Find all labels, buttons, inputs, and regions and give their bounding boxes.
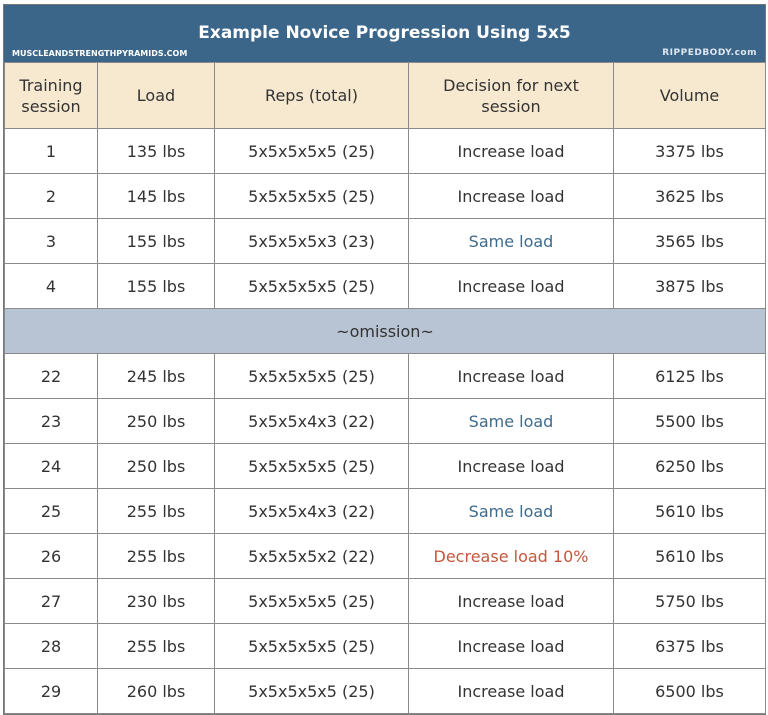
volume-cell: 6500 lbs <box>613 668 766 714</box>
decision-cell: Increase load <box>408 128 614 174</box>
load-cell: 155 lbs <box>97 218 215 264</box>
load-cell: 145 lbs <box>97 173 215 219</box>
column-header: Training session <box>4 62 98 129</box>
volume-cell: 6125 lbs <box>613 353 766 399</box>
volume-cell: 6375 lbs <box>613 623 766 669</box>
omission-row: ~omission~ <box>4 308 766 354</box>
decision-cell: Increase load <box>408 578 614 624</box>
session-cell: 2 <box>4 173 98 219</box>
table-row: 25 255 lbs 5x5x5x4x3 (22) Same load 5610 lbs <box>4 488 766 534</box>
reps-cell: 5x5x5x5x3 (23) <box>214 218 409 264</box>
load-cell: 230 lbs <box>97 578 215 624</box>
load-cell: 255 lbs <box>97 488 215 534</box>
session-cell: 24 <box>4 443 98 489</box>
volume-cell: 3625 lbs <box>613 173 766 219</box>
site-watermark: MUSCLEANDSTRENGTHPYRAMIDS.COM <box>12 49 188 58</box>
decision-cell: Increase load <box>408 668 614 714</box>
load-cell: 250 lbs <box>97 443 215 489</box>
table-row: 24 250 lbs 5x5x5x5x5 (25) Increase load 6250… <box>4 443 766 489</box>
column-header: Load <box>97 62 215 129</box>
volume-cell: 5500 lbs <box>613 398 766 444</box>
table-row: 23 250 lbs 5x5x5x4x3 (22) Same load 5500 lbs <box>4 398 766 444</box>
progression-table: Training session Load Reps (total) Decision… <box>4 62 766 714</box>
table-row: 27 230 lbs 5x5x5x5x5 (25) Increase load 5750… <box>4 578 766 624</box>
ripped-body-logo: RIPPEDBODY.com <box>662 48 757 58</box>
reps-cell: 5x5x5x5x2 (22) <box>214 533 409 579</box>
session-cell: 22 <box>4 353 98 399</box>
volume-cell: 5750 lbs <box>613 578 766 624</box>
decision-cell: Same load <box>408 488 614 534</box>
table-row: 3 155 lbs 5x5x5x5x3 (23) Same load 3565 lbs <box>4 218 766 264</box>
session-cell: 27 <box>4 578 98 624</box>
load-cell: 155 lbs <box>97 263 215 309</box>
session-cell: 26 <box>4 533 98 579</box>
load-cell: 260 lbs <box>97 668 215 714</box>
column-header: Reps (total) <box>214 62 409 129</box>
volume-cell: 3875 lbs <box>613 263 766 309</box>
decision-cell: Increase load <box>408 623 614 669</box>
session-cell: 23 <box>4 398 98 444</box>
column-header: Volume <box>613 62 766 129</box>
omission-label: ~omission~ <box>4 308 766 354</box>
decision-cell: Increase load <box>408 263 614 309</box>
load-cell: 135 lbs <box>97 128 215 174</box>
load-cell: 255 lbs <box>97 533 215 579</box>
decision-cell: Decrease load 10% <box>408 533 614 579</box>
reps-cell: 5x5x5x5x5 (25) <box>214 263 409 309</box>
load-cell: 245 lbs <box>97 353 215 399</box>
reps-cell: 5x5x5x5x5 (25) <box>214 668 409 714</box>
table-row: 29 260 lbs 5x5x5x5x5 (25) Increase load 6500… <box>4 668 766 714</box>
session-cell: 29 <box>4 668 98 714</box>
reps-cell: 5x5x5x4x3 (22) <box>214 398 409 444</box>
session-cell: 3 <box>4 218 98 264</box>
decision-cell: Same load <box>408 398 614 444</box>
table-row: 28 255 lbs 5x5x5x5x5 (25) Increase load 6375… <box>4 623 766 669</box>
reps-cell: 5x5x5x5x5 (25) <box>214 578 409 624</box>
volume-cell: 5610 lbs <box>613 488 766 534</box>
column-header: Decision for next session <box>408 62 614 129</box>
volume-cell: 3565 lbs <box>613 218 766 264</box>
decision-cell: Increase load <box>408 173 614 219</box>
decision-cell: Same load <box>408 218 614 264</box>
load-cell: 255 lbs <box>97 623 215 669</box>
reps-cell: 5x5x5x5x5 (25) <box>214 173 409 219</box>
reps-cell: 5x5x5x5x5 (25) <box>214 443 409 489</box>
load-cell: 250 lbs <box>97 398 215 444</box>
table-row: 2 145 lbs 5x5x5x5x5 (25) Increase load 3625 … <box>4 173 766 219</box>
table-row: 26 255 lbs 5x5x5x5x2 (22) Decrease load 10%… <box>4 533 766 579</box>
reps-cell: 5x5x5x5x5 (25) <box>214 623 409 669</box>
session-cell: 1 <box>4 128 98 174</box>
table-row: 4 155 lbs 5x5x5x5x5 (25) Increase load 3875 … <box>4 263 766 309</box>
session-cell: 25 <box>4 488 98 534</box>
session-cell: 28 <box>4 623 98 669</box>
volume-cell: 5610 lbs <box>613 533 766 579</box>
reps-cell: 5x5x5x4x3 (22) <box>214 488 409 534</box>
volume-cell: 3375 lbs <box>613 128 766 174</box>
decision-cell: Increase load <box>408 443 614 489</box>
table-title: Example Novice Progression Using 5x5 <box>198 23 571 43</box>
header-row: Training session Load Reps (total) Decision… <box>4 62 766 129</box>
table-row: 22 245 lbs 5x5x5x5x5 (25) Increase load 6125… <box>4 353 766 399</box>
reps-cell: 5x5x5x5x5 (25) <box>214 353 409 399</box>
session-cell: 4 <box>4 263 98 309</box>
decision-cell: Increase load <box>408 353 614 399</box>
volume-cell: 6250 lbs <box>613 443 766 489</box>
title-bar: Example Novice Progression Using 5x5 MUS… <box>4 5 765 62</box>
table-row: 1 135 lbs 5x5x5x5x5 (25) Increase load 3375 … <box>4 128 766 174</box>
reps-cell: 5x5x5x5x5 (25) <box>214 128 409 174</box>
progression-table-card: Example Novice Progression Using 5x5 MUS… <box>3 4 766 715</box>
